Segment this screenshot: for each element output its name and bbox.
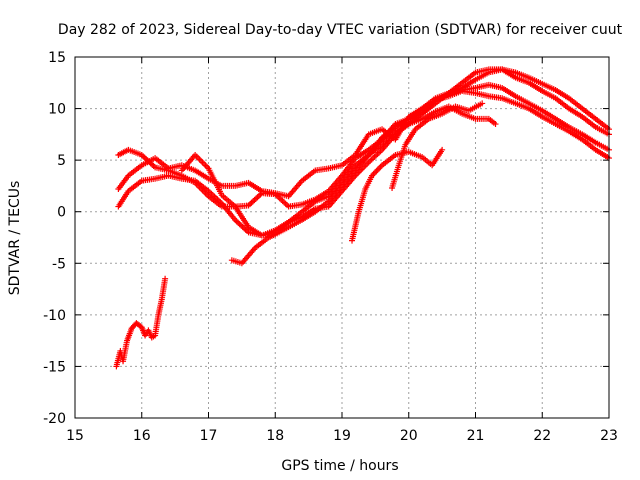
x-tick-label: 18 [266,428,284,444]
y-tick-label: 5 [57,153,66,169]
data-point [479,100,486,107]
y-tick-label: -10 [43,308,66,324]
y-tick-label: 0 [57,205,66,221]
series-track-8 [113,275,169,370]
x-tick-label: 15 [66,428,84,444]
axis-ticks: 15 16 17 18 19 20 21 22 23 15 10 5 0 -5 -10 -15 -20 [43,50,618,444]
x-tick-label: 23 [600,428,618,444]
x-tick-label: 20 [400,428,418,444]
series-track-7 [389,100,486,191]
y-tick-label: 10 [48,102,66,118]
x-tick-label: 17 [200,428,218,444]
data-points [113,66,612,370]
data-point [162,275,169,282]
x-tick-label: 19 [333,428,351,444]
data-point [439,146,446,153]
y-tick-label: -20 [43,411,66,427]
x-tick-label: 21 [467,428,485,444]
y-tick-label: -5 [52,256,66,272]
x-tick-label: 22 [533,428,551,444]
x-axis-label: GPS time / hours [281,458,398,474]
x-tick-label: 16 [133,428,151,444]
chart-title: Day 282 of 2023, Sidereal Day-to-day VTE… [58,22,623,38]
series-track-5 [228,103,499,267]
y-axis-label: SDTVAR / TECUs [7,181,23,296]
series-track-6 [349,146,446,244]
y-tick-label: 15 [48,50,66,66]
y-tick-label: -15 [43,359,66,375]
data-point [492,121,499,128]
